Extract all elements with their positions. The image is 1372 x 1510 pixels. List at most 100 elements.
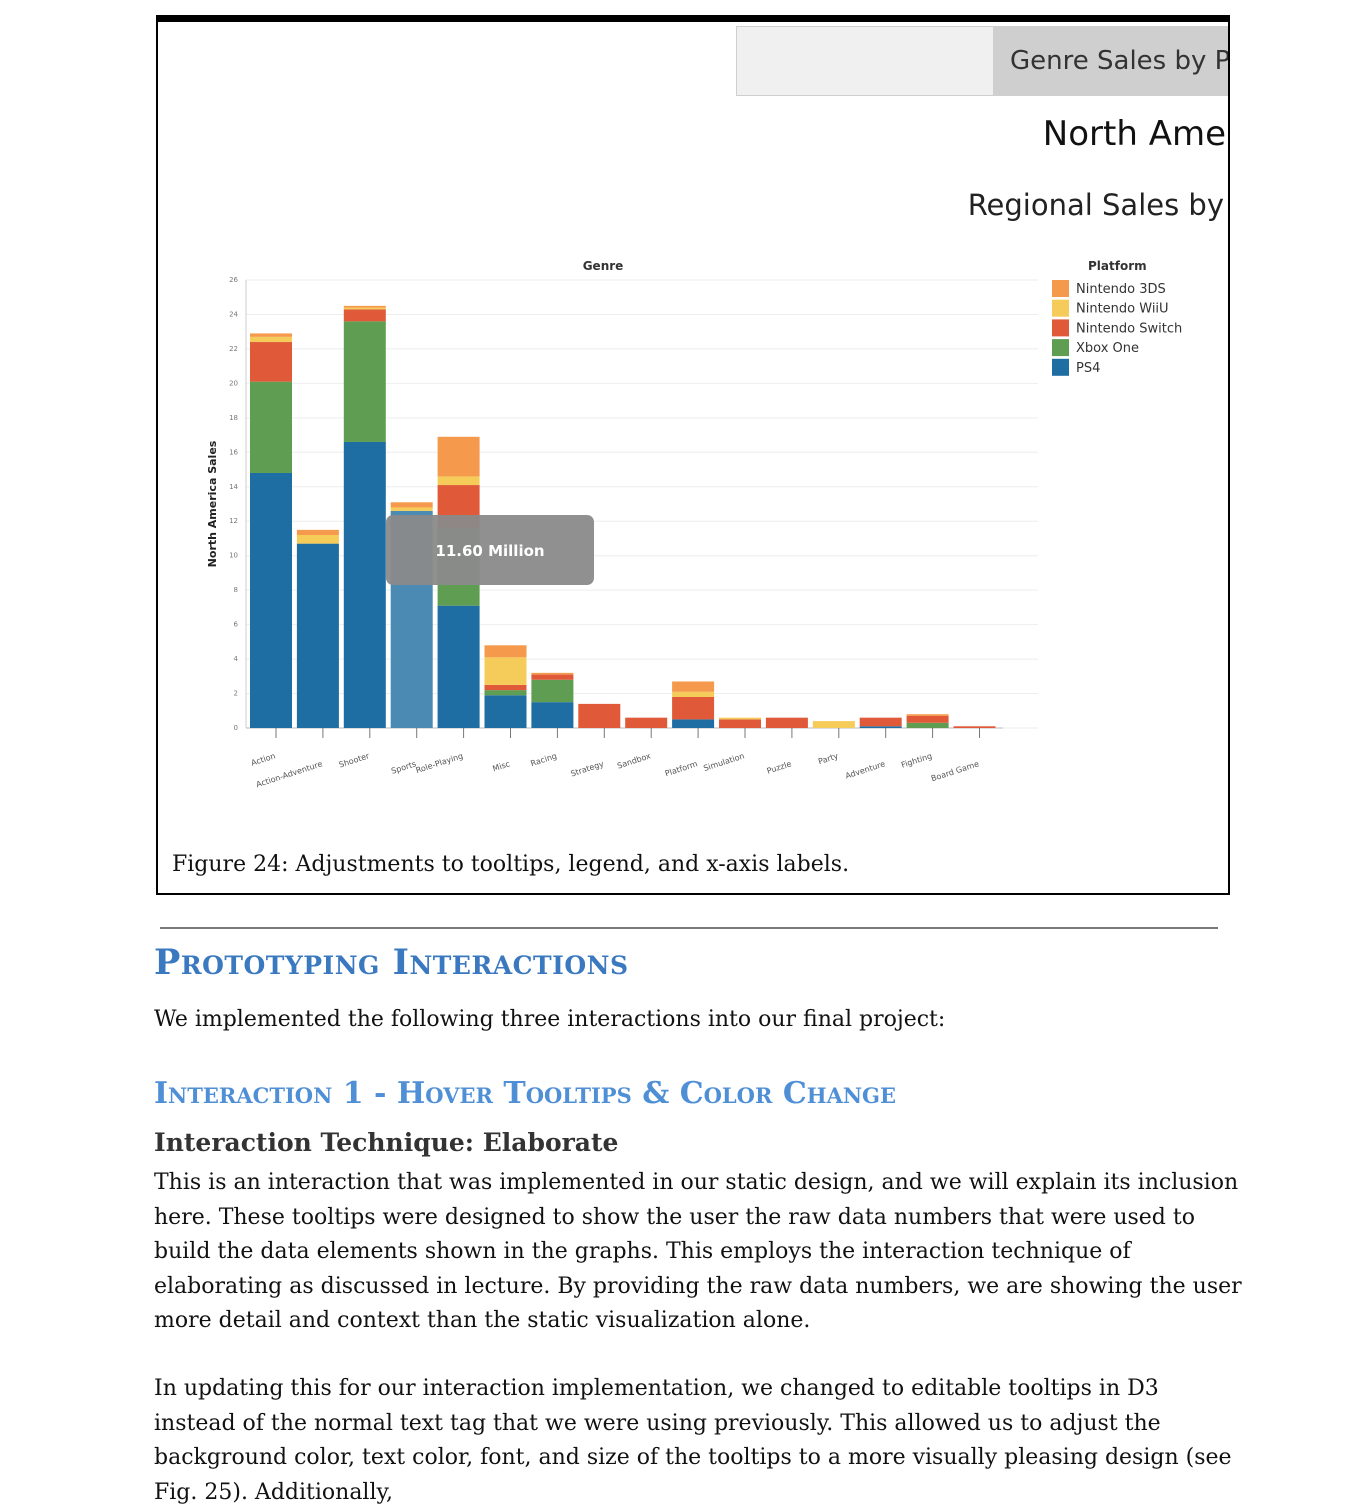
y-tick-label: 4 (234, 655, 239, 663)
bar-segment (437, 605, 480, 728)
bar-segment (578, 703, 621, 728)
bar-segment (484, 684, 527, 691)
bar-segment (250, 472, 292, 728)
figure-screenshot: Genre Sales by Platf North Ame Regional … (156, 15, 1230, 895)
chart-title: Genre (583, 259, 624, 273)
bar-segment (296, 535, 339, 544)
y-tick-label: 24 (229, 310, 238, 318)
technique-heading: Interaction Technique: Elaborate (154, 1128, 619, 1157)
dashboard-subtitle: Regional Sales by (967, 188, 1224, 222)
bar-segment (531, 672, 574, 675)
legend-swatch (1052, 339, 1069, 357)
x-tick-label: Fighting (900, 751, 933, 769)
legend-swatch (1052, 358, 1069, 376)
bar-segment (343, 307, 386, 310)
x-tick-label: Racing (529, 751, 558, 768)
bar-segment (250, 333, 292, 337)
y-tick-label: 26 (229, 276, 238, 284)
bar-segment (625, 717, 668, 728)
legend-label: Xbox One (1076, 341, 1139, 356)
bar-segment-highlight (390, 502, 433, 508)
x-tick-label: Sports (390, 759, 417, 775)
bar-segment (343, 305, 386, 308)
x-tick-label: Action (250, 751, 277, 767)
bar-segment (672, 681, 715, 692)
bar-segment (859, 726, 902, 728)
bar-segment (296, 529, 339, 536)
legend-label: Nintendo WiiU (1076, 302, 1169, 317)
y-tick-label: 10 (229, 552, 238, 560)
bar-segment (343, 441, 386, 728)
bar-segment (672, 696, 715, 720)
bar-segment (719, 719, 761, 728)
lead-paragraph: We implemented the following three inter… (154, 1007, 946, 1032)
bar-segment (906, 722, 949, 728)
bar-segment (296, 543, 339, 728)
bar-segment (672, 691, 715, 697)
tab-bar (736, 26, 994, 96)
bar-segment (437, 436, 480, 477)
bar-segment (906, 714, 949, 716)
bar-segment (250, 342, 292, 382)
legend-swatch (1052, 280, 1069, 297)
bar-segment (484, 690, 527, 696)
x-tick-label: Puzzle (766, 759, 793, 775)
bar-segment (343, 309, 386, 322)
y-tick-label: 0 (234, 724, 238, 732)
bar-segment (953, 726, 996, 728)
bar-segment (484, 695, 527, 728)
x-tick-label: Shooter (338, 751, 371, 769)
y-tick-label: 2 (234, 690, 238, 698)
x-tick-label: Simulation (702, 751, 745, 773)
bar-segment (531, 702, 574, 728)
bar-segment (765, 717, 808, 728)
bar-segment (250, 336, 292, 343)
y-tick-label: 22 (229, 345, 238, 353)
x-tick-label: Strategy (570, 759, 606, 778)
tooltip-box (386, 515, 594, 585)
x-tick-label: Party (817, 751, 840, 766)
subsection-heading: Interaction 1 - Hover Tooltips & Color C… (154, 1076, 896, 1111)
legend-swatch (1052, 299, 1069, 317)
y-tick-label: 14 (229, 483, 238, 491)
bar-segment (859, 717, 902, 727)
bar-segment (531, 679, 574, 703)
y-tick-label: 20 (229, 379, 238, 387)
bar-segment (343, 321, 386, 442)
y-tick-label: 16 (229, 448, 238, 456)
bar-segment (906, 715, 949, 723)
bar-segment-highlight (390, 507, 433, 511)
bar-segment (484, 645, 527, 658)
bar-segment (812, 721, 855, 728)
legend-label: PS4 (1076, 361, 1100, 376)
tooltip-text: 11.60 Million (435, 542, 544, 560)
y-tick-label: 6 (234, 621, 239, 629)
body-paragraph-2: In updating this for our interaction imp… (154, 1376, 1232, 1505)
y-axis-title: North America Sales (206, 440, 219, 567)
legend-label: Nintendo Switch (1076, 321, 1182, 336)
x-tick-label: Adventure (844, 759, 886, 780)
section-divider (160, 927, 1218, 929)
bar-segment (531, 674, 574, 680)
y-tick-label: 12 (229, 517, 238, 525)
x-tick-label: Action-Adventure (255, 759, 324, 789)
tab-genre-sales[interactable]: Genre Sales by Platf (994, 26, 1228, 96)
legend-title: Platform (1088, 259, 1147, 273)
x-tick-label: Board Game (930, 759, 980, 783)
figure-caption: Figure 24: Adjustments to tooltips, lege… (172, 852, 850, 877)
legend-swatch (1052, 319, 1069, 337)
bar-segment (250, 381, 292, 473)
bar-segment (437, 476, 480, 486)
dashboard-title: North Ame (1042, 114, 1226, 154)
legend-label: Nintendo 3DS (1076, 282, 1166, 297)
body-paragraph-1: This is an interaction that was implemen… (154, 1170, 1242, 1333)
bar-segment (484, 657, 527, 685)
x-tick-label: Misc (492, 759, 512, 773)
y-tick-label: 8 (234, 586, 238, 594)
x-tick-label: Platform (664, 759, 699, 778)
bar-segment (672, 719, 715, 728)
y-tick-label: 18 (229, 414, 238, 422)
x-tick-label: Sandbox (616, 751, 652, 770)
x-tick-label: Role-Playing (415, 751, 465, 775)
